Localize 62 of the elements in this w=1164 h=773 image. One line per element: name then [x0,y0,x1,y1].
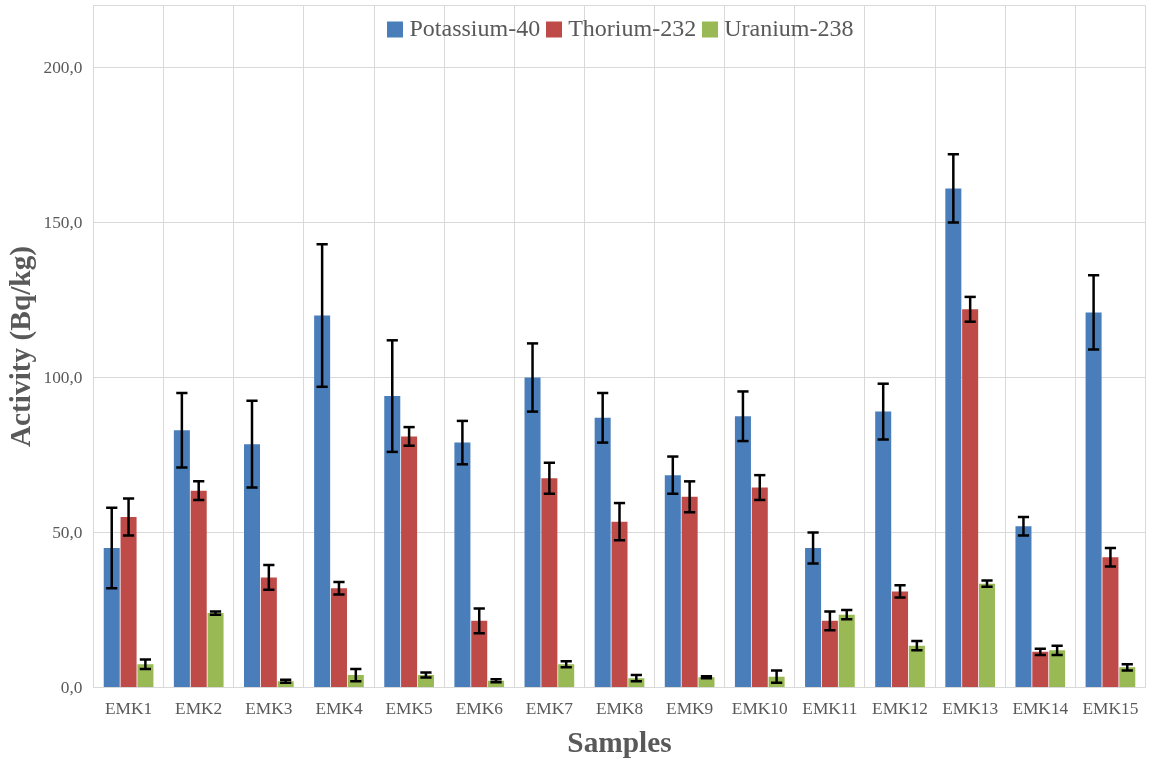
x-axis-title: Samples [567,725,672,758]
x-tick-label: EMK10 [731,698,788,718]
bar [892,591,909,688]
bar [384,396,401,688]
x-tick-label: EMK8 [595,698,644,718]
x-tick-label: EMK4 [315,698,363,718]
bar [471,620,488,688]
x-tick-label: EMK11 [802,698,858,718]
bar [734,416,751,688]
x-tick-label: EMK6 [455,698,504,718]
x-tick-label: EMK14 [1012,698,1069,718]
x-tick-label: EMK5 [385,698,433,718]
bar [1102,557,1119,688]
bar [1032,651,1049,688]
bar [611,521,628,688]
x-tick-label: EMK15 [1082,698,1139,718]
bar [681,496,698,688]
bar [401,436,418,688]
bar [945,188,962,688]
bar [330,588,347,688]
y-axis-title: Activity (Bq/kg) [3,245,37,448]
legend-label: Uranium-238 [724,15,854,42]
bar [190,490,207,688]
bar [243,444,261,688]
legend-label: Thorium-232 [568,15,697,42]
bar [821,620,838,688]
bar [1049,650,1066,688]
bar [664,475,681,688]
bar [908,645,925,688]
bar [875,411,892,688]
bar [978,583,996,688]
bar [1085,312,1102,688]
bar [103,548,120,688]
x-tick-label: EMK1 [104,698,153,718]
bar [314,315,331,688]
legend-label: Potassium-40 [409,15,541,42]
bar [524,377,541,688]
y-tick-label: 150,0 [43,213,83,232]
bar [838,614,855,688]
bar [1015,526,1032,688]
x-tick-label: EMK13 [942,698,999,718]
bar [962,309,979,688]
bar [173,430,190,688]
bar [454,442,471,688]
y-tick-label: 200,0 [43,58,83,77]
y-tick-label: 100,0 [43,368,83,387]
x-tick-label: EMK3 [245,698,293,718]
x-tick-label: EMK12 [872,698,928,718]
x-tick-label: EMK9 [666,698,714,718]
bar [137,664,154,688]
bar [594,417,611,688]
bar [120,517,137,688]
y-tick-label: 50,0 [52,523,83,542]
bar [207,613,224,688]
bar [541,478,558,688]
y-tick-label: 0,0 [60,678,83,697]
bar [805,548,822,688]
bar [558,664,575,688]
x-tick-label: EMK2 [175,698,223,718]
bar [260,577,277,688]
x-tick-label: EMK7 [525,698,574,718]
bar [751,487,768,688]
